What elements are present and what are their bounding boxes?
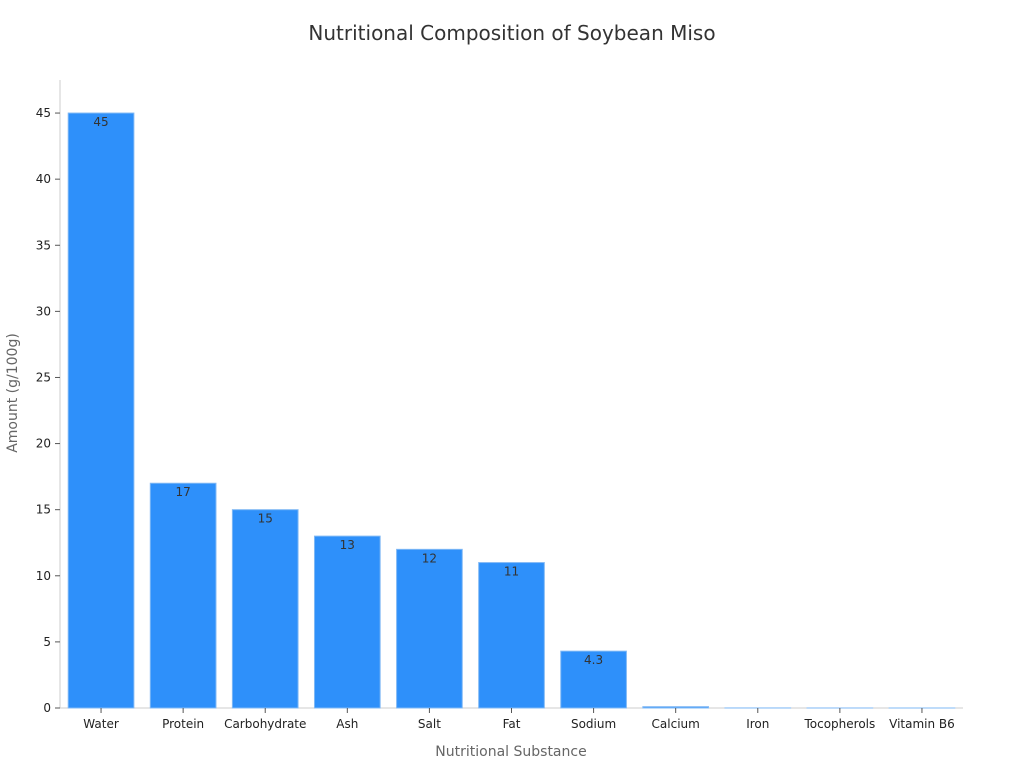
y-tick-label: 25 <box>36 370 51 384</box>
chart-title: Nutritional Composition of Soybean Miso <box>308 21 715 45</box>
x-tick-label: Carbohydrate <box>224 717 306 731</box>
y-tick-label: 20 <box>36 437 51 451</box>
bar-fat <box>478 562 545 709</box>
data-label: 17 <box>175 485 190 499</box>
data-label: 4.3 <box>584 653 603 667</box>
x-tick-label: Protein <box>162 717 204 731</box>
y-tick-label: 40 <box>36 172 51 186</box>
bar-carbohydrate <box>231 509 299 709</box>
bar-water <box>67 112 135 709</box>
x-axis-label: Nutritional Substance <box>435 744 586 760</box>
plot-area: 0 5 10 15 20 25 30 35 40 45 Water 45 Protein 17 Carboh… <box>36 80 963 731</box>
y-tick-label: 5 <box>43 635 51 649</box>
data-label: 11 <box>504 565 519 579</box>
y-tick-label: 35 <box>36 238 51 252</box>
x-tick-label: Sodium <box>571 717 616 731</box>
bar-sodium <box>560 650 627 709</box>
x-tick-label: Fat <box>503 717 521 731</box>
bar-calcium <box>642 706 710 709</box>
data-label: 13 <box>340 538 355 552</box>
x-tick-label: Iron <box>746 717 769 731</box>
data-label: 45 <box>93 115 108 129</box>
x-tick-label: Salt <box>418 717 441 731</box>
bar-ash <box>313 535 381 709</box>
y-axis-label: Amount (g/100g) <box>5 333 21 453</box>
x-tick-label: Tocopherols <box>803 717 875 731</box>
data-label: 12 <box>422 551 437 565</box>
x-tick-label: Calcium <box>652 717 700 731</box>
y-tick-label: 0 <box>43 701 51 715</box>
y-tick-label: 15 <box>36 503 51 517</box>
bar-salt <box>396 548 463 709</box>
bar-protein <box>149 482 217 709</box>
x-tick-label: Water <box>83 717 119 731</box>
data-label: 15 <box>258 512 273 526</box>
y-tick-label: 30 <box>36 304 51 318</box>
y-tick-label: 10 <box>36 569 51 583</box>
x-tick-label: Ash <box>336 717 358 731</box>
y-tick-label: 45 <box>36 106 51 120</box>
x-tick-label: Vitamin B6 <box>889 717 955 731</box>
